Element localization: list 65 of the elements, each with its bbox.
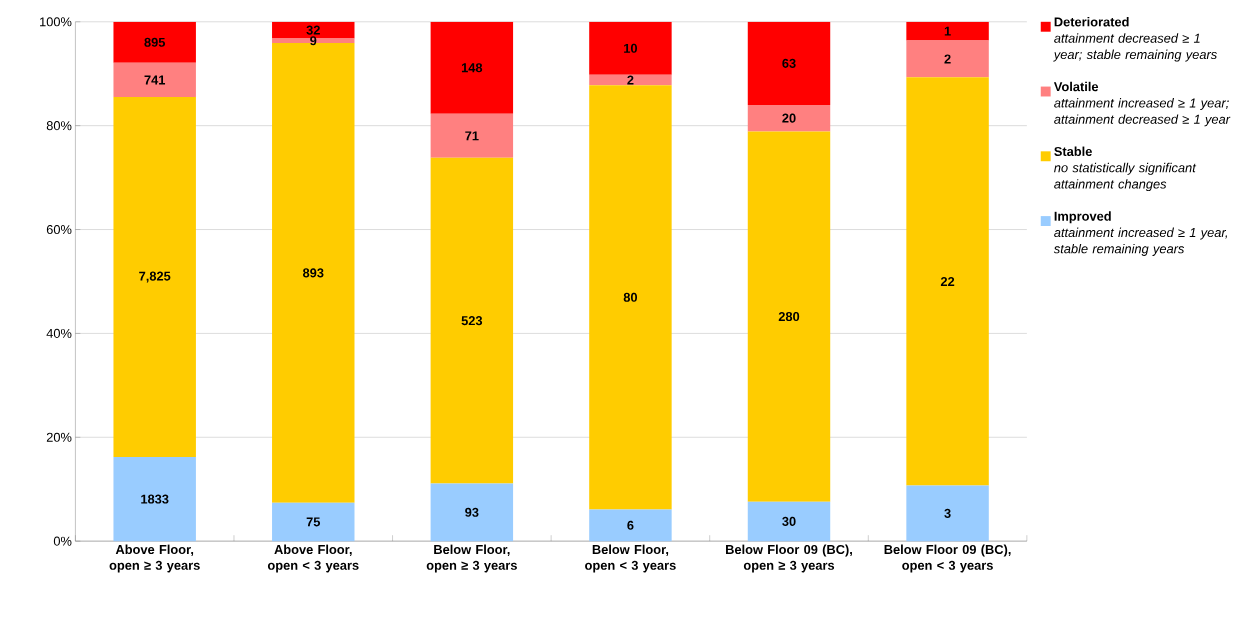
annotation: 71 xyxy=(465,131,479,141)
x-tick-label: Above Floor, open ≥ 3 years xyxy=(109,544,200,573)
legend-label: Improved xyxy=(1054,211,1111,224)
bar xyxy=(589,21,672,75)
annotation: 1 xyxy=(944,26,951,36)
bar xyxy=(906,485,989,541)
annotation: 893 xyxy=(302,268,324,278)
bar xyxy=(906,77,989,486)
bar xyxy=(747,501,831,541)
annotation: 1833 xyxy=(141,494,169,504)
annotation: 9 xyxy=(310,36,317,46)
y-tick-label: 40% xyxy=(46,328,72,338)
bar xyxy=(430,157,514,484)
text: attainment increased ≥ 1 year; attainment decreased ≥ 1 year xyxy=(1054,97,1231,127)
annotation: 2 xyxy=(627,75,634,85)
annotation: 280 xyxy=(778,311,800,321)
x-tick-label: Below Floor 09 (BC), open < 3 years xyxy=(884,544,1011,573)
x-tick-label: Below Floor, open ≥ 3 years xyxy=(426,544,517,573)
y-tick-label: 0% xyxy=(53,536,72,546)
x-tick-label: Below Floor, open < 3 years xyxy=(585,544,676,573)
annotation: 32 xyxy=(306,25,320,35)
annotation: 93 xyxy=(465,507,479,517)
bar xyxy=(747,131,831,502)
bar xyxy=(113,21,196,63)
legend-label: Stable xyxy=(1054,146,1092,156)
annotation: 3 xyxy=(944,508,951,518)
bar xyxy=(430,483,514,541)
annotation: 523 xyxy=(461,315,483,326)
bar xyxy=(747,21,831,105)
annotation: 741 xyxy=(144,75,166,85)
annotation: 6 xyxy=(627,520,634,530)
x-tick-label: Below Floor 09 (BC), open ≥ 3 years xyxy=(726,544,852,573)
bar xyxy=(430,113,514,158)
annotation: 7,825 xyxy=(139,271,171,283)
bar xyxy=(906,40,989,78)
bar xyxy=(906,21,989,41)
y-tick-label: 20% xyxy=(46,432,72,442)
annotation: 80 xyxy=(623,292,638,302)
annotation: 63 xyxy=(782,58,796,68)
bar xyxy=(589,74,672,85)
bar xyxy=(589,85,672,510)
text: no statistically significant attainment changes xyxy=(1054,162,1197,191)
annotation: 75 xyxy=(306,517,321,527)
bar xyxy=(113,456,196,541)
x-tick-label: Above Floor, open < 3 years xyxy=(267,544,359,573)
text: attainment decreased ≥ 1 year; stable remaining years xyxy=(1053,33,1217,62)
y-tick-label: 60% xyxy=(46,224,72,234)
annotation: 22 xyxy=(940,276,955,286)
y-tick-label: 80% xyxy=(46,120,72,131)
annotation: 30 xyxy=(782,516,796,526)
bar xyxy=(589,509,672,541)
bar xyxy=(113,62,196,97)
legend-label: Deteriorated xyxy=(1054,16,1129,27)
annotation: 148 xyxy=(461,63,483,73)
annotation: 895 xyxy=(144,37,166,47)
annotation: 2 xyxy=(944,54,951,64)
annotation: 10 xyxy=(624,43,638,53)
bar xyxy=(747,104,831,132)
bar xyxy=(272,502,355,541)
bar xyxy=(430,21,514,114)
legend-label: Volatile xyxy=(1053,81,1099,92)
y-tick-label: 100% xyxy=(40,17,72,27)
annotation: 20 xyxy=(782,113,796,123)
bar xyxy=(113,96,196,457)
text: attainment increased ≥ 1 year, stable remaining years xyxy=(1053,227,1228,256)
